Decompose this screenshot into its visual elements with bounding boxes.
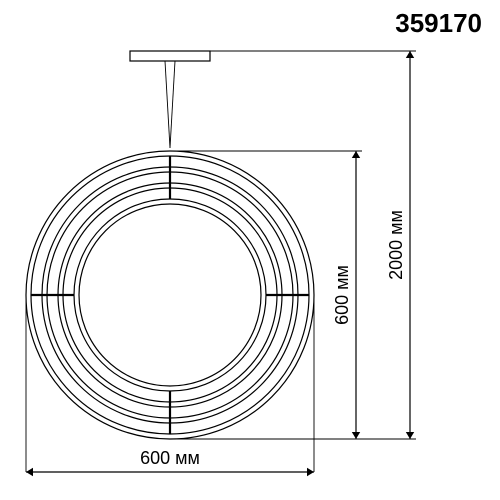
inner-height-label: 600 мм <box>332 265 352 325</box>
width-label: 600 мм <box>140 448 200 468</box>
product-code: 359170 <box>395 8 482 39</box>
dimension-diagram: 600 мм 600 мм 2000 мм <box>0 0 500 500</box>
total-height-label: 2000 мм <box>386 210 406 280</box>
